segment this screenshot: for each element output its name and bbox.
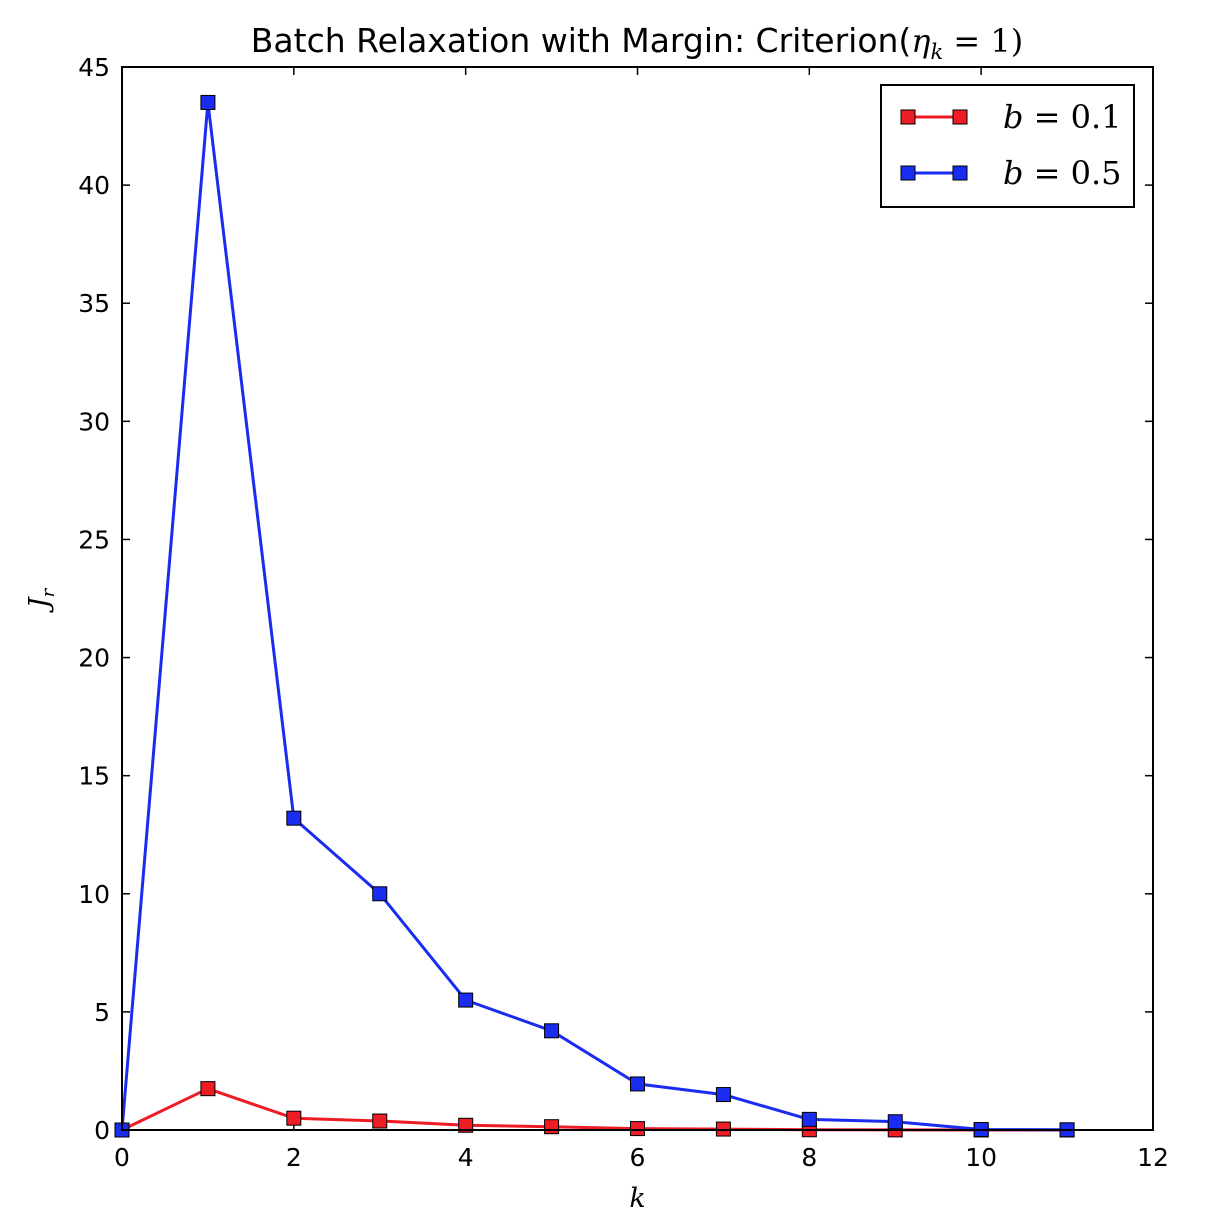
legend-item: b = 0.1	[900, 98, 1122, 136]
data-point	[801, 1111, 817, 1127]
series-1	[114, 1081, 1075, 1138]
data-point	[200, 1081, 216, 1097]
series-line	[120, 100, 1068, 1132]
y-tick-label: 5	[94, 998, 110, 1027]
x-tick-label: 12	[1137, 1143, 1169, 1172]
series-2	[114, 94, 1075, 1138]
y-tick-label: 15	[78, 762, 110, 791]
y-tick-label: 25	[78, 525, 110, 554]
y-tick-label: 20	[78, 644, 110, 673]
y-tick-label: 30	[78, 407, 110, 436]
y-axis-label-symbol: J	[24, 595, 55, 613]
tick-labels: 0 2 4 6 8 10 12 0 5 10 15 20 25 30 35 40 45	[78, 53, 1169, 1172]
data-point	[458, 992, 474, 1008]
y-tick-label: 0	[94, 1116, 110, 1145]
data-point	[200, 94, 216, 110]
data-point	[286, 1110, 302, 1126]
chart-title-math-symbol: η	[911, 22, 930, 60]
data-point	[630, 1076, 645, 1092]
x-tick-label: 6	[630, 1143, 646, 1172]
legend-label: b = 0.5	[1003, 154, 1122, 192]
legend-item: b = 0.5	[900, 154, 1122, 192]
chart-title-math-rest: = 1)	[943, 22, 1023, 60]
chart-title-prefix: Batch Relaxation with Margin: Criterion(	[251, 21, 912, 60]
data-point	[544, 1119, 560, 1135]
data-point	[715, 1087, 731, 1103]
data-point	[372, 1113, 388, 1129]
data-point	[630, 1121, 645, 1137]
x-tick-label: 2	[286, 1143, 302, 1172]
axis-ticks	[121, 66, 1154, 1131]
data-point	[544, 1023, 560, 1039]
legend-marker	[952, 165, 968, 181]
chart-title-math-subscript: k	[930, 40, 943, 64]
data-point	[372, 886, 388, 902]
data-point	[887, 1114, 903, 1130]
y-axis-label-subscript: r	[38, 587, 59, 597]
x-tick-label: 0	[114, 1143, 130, 1172]
y-tick-label: 35	[78, 289, 110, 318]
legend-box	[880, 84, 1135, 208]
y-tick-label: 40	[78, 171, 110, 200]
legend-marker	[900, 109, 916, 125]
data-point	[286, 810, 302, 826]
data-point	[458, 1117, 474, 1133]
x-axis-label: k	[629, 1183, 645, 1214]
plot-frame	[121, 66, 1154, 1131]
series-layer	[114, 94, 1075, 1138]
x-tick-label: 8	[801, 1143, 817, 1172]
y-tick-label: 45	[78, 53, 110, 82]
legend: b = 0.1 b = 0.5	[880, 84, 1135, 208]
legend-marker	[900, 165, 916, 181]
legend-marker	[952, 109, 968, 125]
x-tick-label: 10	[965, 1143, 997, 1172]
y-axis-label: Jr	[24, 587, 59, 613]
legend-label: b = 0.1	[1003, 98, 1122, 136]
y-tick-label: 10	[78, 880, 110, 909]
svg-text:Jr: Jr	[24, 587, 59, 613]
chart-title: Batch Relaxation with Margin: Criterion(…	[251, 21, 1023, 64]
x-tick-label: 4	[458, 1143, 474, 1172]
